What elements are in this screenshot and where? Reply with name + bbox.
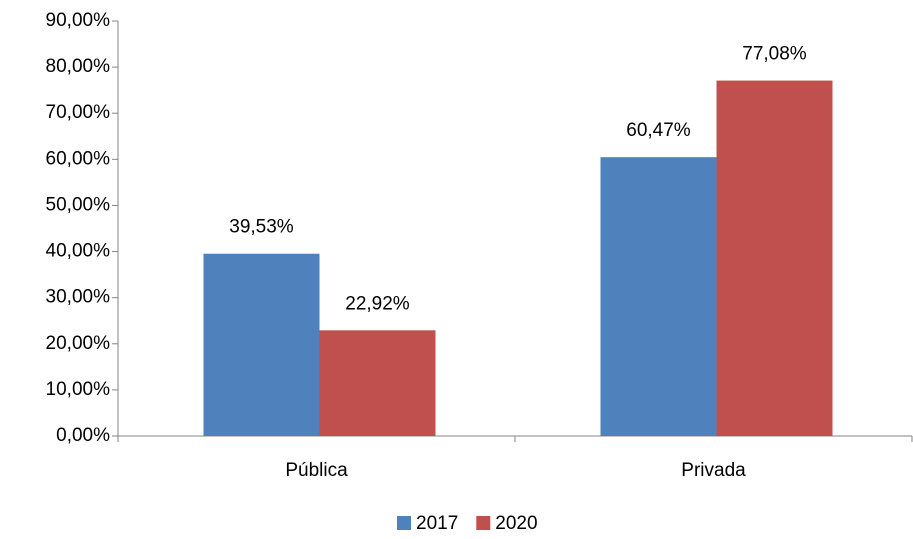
y-tick-label: 10,00% <box>46 379 111 400</box>
data-label: 77,08% <box>742 44 807 65</box>
y-tick-label: 30,00% <box>46 287 111 308</box>
bar <box>716 80 833 436</box>
x-tick-label: Pública <box>285 460 348 481</box>
legend-swatch <box>476 516 491 530</box>
y-tick-label: 20,00% <box>46 333 111 354</box>
y-tick-label: 0,00% <box>56 425 110 446</box>
legend-label: 2020 <box>495 513 537 534</box>
x-tick-label: Privada <box>681 460 746 481</box>
y-tick-label: 80,00% <box>46 56 111 77</box>
legend-swatch <box>397 516 411 530</box>
data-label: 39,53% <box>229 217 294 238</box>
bar <box>319 330 436 436</box>
data-label: 22,92% <box>345 293 410 314</box>
y-tick-label: 60,00% <box>46 148 111 169</box>
bar <box>203 253 320 436</box>
legend-label: 2017 <box>416 513 458 534</box>
bar <box>600 157 717 436</box>
y-tick-label: 40,00% <box>46 241 111 262</box>
y-tick-label: 90,00% <box>46 10 111 31</box>
data-label: 60,47% <box>626 120 691 141</box>
y-tick-label: 50,00% <box>46 194 111 215</box>
y-tick-label: 70,00% <box>46 102 111 123</box>
